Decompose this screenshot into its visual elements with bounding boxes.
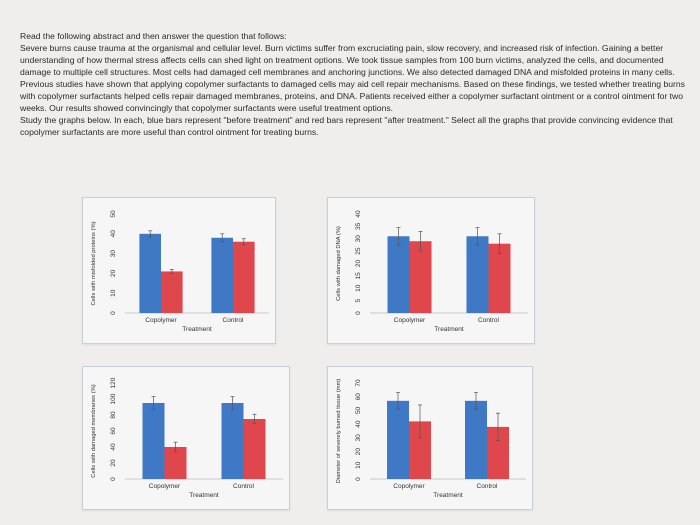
chart-misfolded-proteins[interactable]: 0 10 20 30 40 50 Cells with misfolded proteins… xyxy=(82,197,276,344)
bar-after-treatment xyxy=(164,447,187,479)
y-axis-label: Cells with damaged DNA (%) xyxy=(336,226,342,301)
y-tick-label: 60 xyxy=(355,393,362,401)
y-tick-label: 30 xyxy=(110,250,117,258)
x-category-label: Control xyxy=(478,317,500,324)
bar-before-treatment xyxy=(465,400,487,479)
chart-svg: 0 10 20 30 40 50 60 70 Diameter of severely burn… xyxy=(336,379,526,499)
x-axis-label: Treatment xyxy=(182,326,212,333)
y-tick-label: 10 xyxy=(355,284,362,292)
y-tick-label: 50 xyxy=(110,210,117,218)
x-axis-label: Treatment xyxy=(189,492,219,499)
y-tick-label: 20 xyxy=(110,269,117,277)
y-tick-label: 10 xyxy=(110,289,117,297)
y-tick-label: 25 xyxy=(355,247,362,255)
y-tick-label: 20 xyxy=(355,448,362,456)
y-tick-label: 30 xyxy=(355,235,362,243)
y-tick-label: 100 xyxy=(110,393,117,404)
bar-after-treatment xyxy=(161,271,183,313)
y-tick-label: 40 xyxy=(355,210,362,218)
y-tick-label: 0 xyxy=(110,477,117,481)
x-category-label: Control xyxy=(477,483,499,490)
y-tick-label: 20 xyxy=(110,459,117,467)
bar-after-treatment xyxy=(409,241,432,313)
y-tick-label: 40 xyxy=(355,420,362,428)
x-category-label: Copolymer xyxy=(393,483,425,490)
y-axis-label: Cells with damaged membranes (%) xyxy=(91,384,97,477)
bar-after-treatment xyxy=(487,426,509,479)
bar-after-treatment xyxy=(409,421,431,479)
bar-before-treatment xyxy=(387,236,410,313)
y-tick-label: 35 xyxy=(355,222,362,230)
y-tick-label: 10 xyxy=(355,461,362,469)
bar-after-treatment xyxy=(233,241,255,313)
chart-damaged-membranes[interactable]: 0 20 40 60 80 100 120 Cells with damaged membra… xyxy=(82,366,290,510)
x-category-label: Copolymer xyxy=(149,483,181,490)
passage-question: Study the graphs below. In each, blue ba… xyxy=(20,115,673,137)
bar-before-treatment xyxy=(221,403,244,479)
chart-burned-tissue-diameter[interactable]: 0 10 20 30 40 50 60 70 Diameter of severely burn… xyxy=(327,366,533,510)
chart-svg: 0 10 20 30 40 50 Cells with misfolded proteins… xyxy=(91,210,269,333)
y-tick-label: 70 xyxy=(355,379,362,387)
y-tick-label: 40 xyxy=(110,230,117,238)
passage: Read the following abstract and then ans… xyxy=(20,30,685,138)
x-category-label: Control xyxy=(223,317,245,324)
passage-intro: Read the following abstract and then ans… xyxy=(20,31,287,41)
passage-abstract: Severe burns cause trauma at the organis… xyxy=(20,43,685,113)
bar-after-treatment xyxy=(243,419,266,479)
y-axis-label: Diameter of severely burned tissue (mm) xyxy=(336,379,342,484)
y-tick-label: 60 xyxy=(110,427,117,435)
chart-svg: 0 5 10 15 20 25 30 35 40 Cells with damaged DNA (… xyxy=(336,210,528,333)
bar-before-treatment xyxy=(142,403,165,479)
y-tick-label: 5 xyxy=(355,298,362,302)
y-tick-label: 80 xyxy=(110,411,117,419)
y-tick-label: 120 xyxy=(110,377,117,388)
y-tick-label: 0 xyxy=(110,311,117,315)
y-tick-label: 15 xyxy=(355,272,362,280)
chart-svg: 0 20 40 60 80 100 120 Cells with damaged membra… xyxy=(91,377,283,499)
y-tick-label: 50 xyxy=(355,406,362,414)
bar-before-treatment xyxy=(466,236,489,313)
bar-before-treatment xyxy=(387,400,409,479)
x-category-label: Control xyxy=(233,483,255,490)
y-tick-label: 20 xyxy=(355,260,362,268)
y-axis-label: Cells with misfolded proteins (%) xyxy=(91,221,97,305)
bar-after-treatment xyxy=(488,243,511,313)
x-category-label: Copolymer xyxy=(145,317,177,324)
bar-before-treatment xyxy=(139,233,161,313)
y-tick-label: 0 xyxy=(355,311,362,315)
x-axis-label: Treatment xyxy=(434,326,464,333)
y-tick-label: 30 xyxy=(355,434,362,442)
y-tick-label: 0 xyxy=(355,477,362,481)
x-category-label: Copolymer xyxy=(394,317,426,324)
y-tick-label: 40 xyxy=(110,443,117,451)
chart-damaged-dna[interactable]: 0 5 10 15 20 25 30 35 40 Cells with damaged DNA (… xyxy=(327,197,535,344)
x-axis-label: Treatment xyxy=(433,492,463,499)
bar-before-treatment xyxy=(211,237,233,313)
